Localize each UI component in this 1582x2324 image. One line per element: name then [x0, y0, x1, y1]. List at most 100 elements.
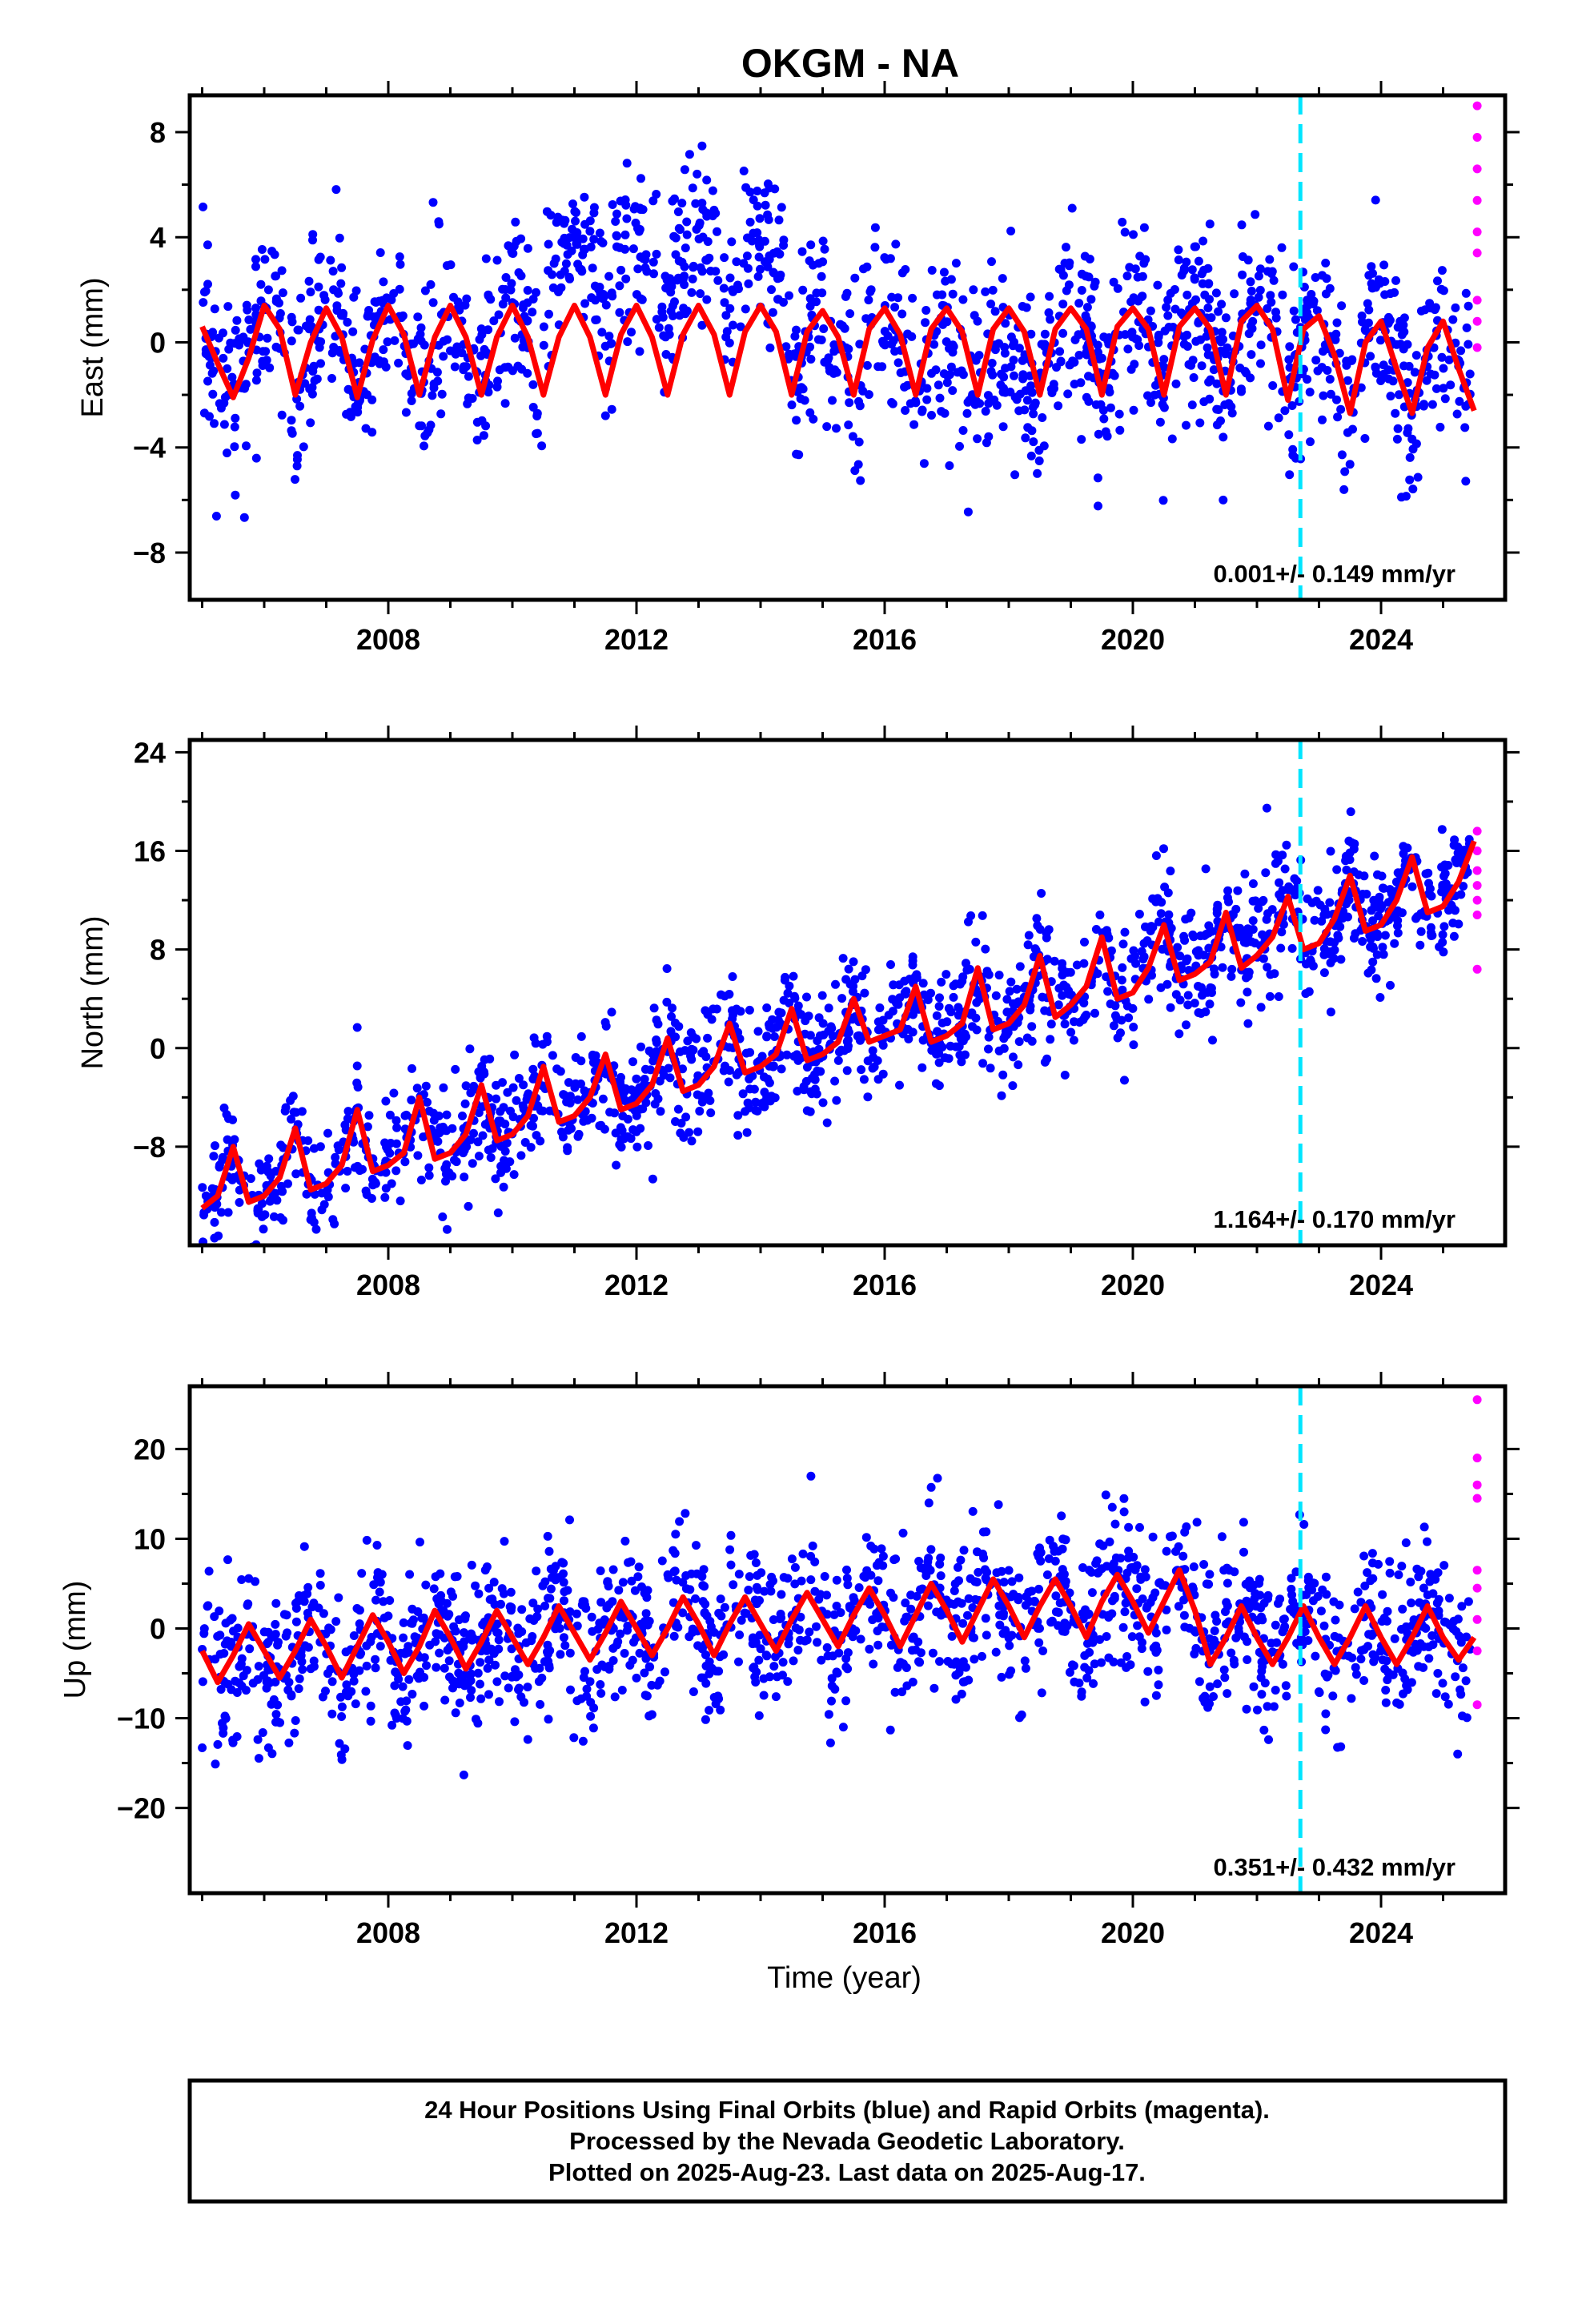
final-orbit-point: [778, 1658, 788, 1667]
final-orbit-point: [926, 1482, 936, 1492]
final-orbit-point: [607, 404, 616, 414]
final-orbit-point: [1439, 1561, 1449, 1570]
final-orbit-point: [1040, 1057, 1050, 1067]
final-orbit-point: [511, 1665, 520, 1675]
final-orbit-point: [335, 233, 344, 243]
final-orbit-point: [451, 1626, 460, 1636]
final-orbit-point: [1115, 425, 1125, 435]
final-orbit-point: [585, 1677, 595, 1687]
final-orbit-point: [1024, 931, 1034, 940]
final-orbit-point: [744, 279, 753, 288]
final-orbit-point: [1380, 1664, 1390, 1674]
final-orbit-point: [909, 1010, 917, 1019]
final-orbit-point: [1253, 1615, 1263, 1625]
final-orbit-point: [747, 236, 757, 246]
final-orbit-point: [1194, 256, 1203, 266]
final-orbit-point: [1084, 396, 1094, 406]
final-orbit-point: [1122, 271, 1132, 281]
final-orbit-point: [687, 1044, 697, 1054]
final-orbit-point: [327, 374, 336, 383]
final-orbit-point: [870, 243, 880, 252]
final-orbit-point: [1042, 955, 1052, 964]
final-orbit-point: [466, 1669, 476, 1679]
final-orbit-point: [404, 1642, 413, 1651]
final-orbit-point: [1046, 315, 1055, 324]
x-tick-label: 2016: [853, 623, 917, 656]
final-orbit-point: [508, 1112, 518, 1122]
final-orbit-point: [1285, 470, 1295, 480]
final-orbit-point: [511, 217, 520, 227]
final-orbit-point: [1124, 1546, 1134, 1556]
final-orbit-point: [887, 292, 897, 302]
final-orbit-point: [399, 1633, 408, 1642]
final-orbit-point: [556, 270, 565, 279]
final-orbit-point: [1078, 1563, 1087, 1572]
final-orbit-point: [708, 186, 717, 195]
final-orbit-point: [383, 337, 392, 347]
final-orbit-point: [608, 1565, 618, 1574]
final-orbit-point: [997, 1091, 1006, 1100]
final-orbit-point: [693, 169, 702, 179]
final-orbit-point: [1336, 955, 1346, 964]
final-orbit-point: [281, 1103, 291, 1112]
final-orbit-point: [994, 1500, 1003, 1510]
final-orbit-point: [559, 1633, 568, 1642]
final-orbit-point: [512, 1096, 521, 1105]
final-orbit-point: [954, 1562, 962, 1572]
x-tick-label: 2024: [1349, 1269, 1413, 1301]
final-orbit-point: [968, 1506, 978, 1516]
final-orbit-point: [216, 404, 226, 413]
final-orbit-point: [1116, 1028, 1125, 1038]
final-orbit-point: [572, 1621, 582, 1630]
final-orbit-point: [628, 244, 638, 254]
final-orbit-point: [352, 1061, 362, 1071]
final-orbit-point: [705, 1706, 714, 1715]
final-orbit-point: [251, 262, 260, 271]
final-orbit-point: [713, 227, 721, 236]
final-orbit-point: [623, 1621, 632, 1630]
final-orbit-point: [990, 307, 1000, 316]
final-orbit-point: [779, 995, 789, 1005]
final-orbit-point: [612, 231, 621, 241]
final-orbit-point: [203, 1601, 213, 1610]
final-orbit-point: [721, 311, 731, 320]
final-orbit-point: [909, 420, 919, 429]
final-orbit-point: [1076, 378, 1086, 388]
final-orbit-point: [385, 1148, 395, 1158]
final-orbit-point: [252, 368, 262, 378]
final-orbit-point: [1201, 1007, 1211, 1016]
final-orbit-point: [1077, 435, 1086, 444]
final-orbit-point: [366, 1637, 375, 1647]
final-orbit-point: [1197, 983, 1206, 992]
final-orbit-point: [596, 1566, 605, 1575]
final-orbit-point: [1439, 364, 1448, 373]
final-orbit-point: [583, 1116, 592, 1125]
final-orbit-point: [509, 1170, 519, 1180]
final-orbit-point: [1214, 307, 1223, 316]
final-orbit-point: [908, 1677, 917, 1687]
final-orbit-point: [578, 1736, 588, 1746]
final-orbit-point: [272, 1196, 282, 1205]
final-orbit-point: [1455, 845, 1464, 854]
final-orbit-point: [1459, 882, 1468, 891]
final-orbit-point: [1194, 1008, 1203, 1017]
final-orbit-point: [998, 1070, 1008, 1080]
final-orbit-point: [1371, 368, 1381, 378]
final-orbit-point: [198, 1743, 207, 1752]
final-orbit-point: [271, 1677, 280, 1687]
final-orbit-point: [1374, 275, 1383, 284]
final-orbit-point: [628, 1057, 637, 1067]
final-orbit-point: [1263, 1702, 1272, 1711]
final-orbit-point: [264, 1154, 274, 1164]
final-orbit-point: [334, 1593, 343, 1602]
final-orbit-point: [1321, 1709, 1331, 1719]
final-orbit-point: [792, 449, 801, 459]
final-orbit-point: [1092, 1556, 1102, 1566]
final-orbit-point: [862, 360, 872, 370]
final-orbit-point: [612, 1160, 621, 1170]
final-orbit-point: [1388, 1670, 1398, 1679]
final-orbit-point: [818, 1098, 828, 1108]
final-orbit-point: [921, 306, 931, 315]
y-axis-label: North (mm): [76, 915, 110, 1069]
final-orbit-point: [807, 310, 817, 320]
